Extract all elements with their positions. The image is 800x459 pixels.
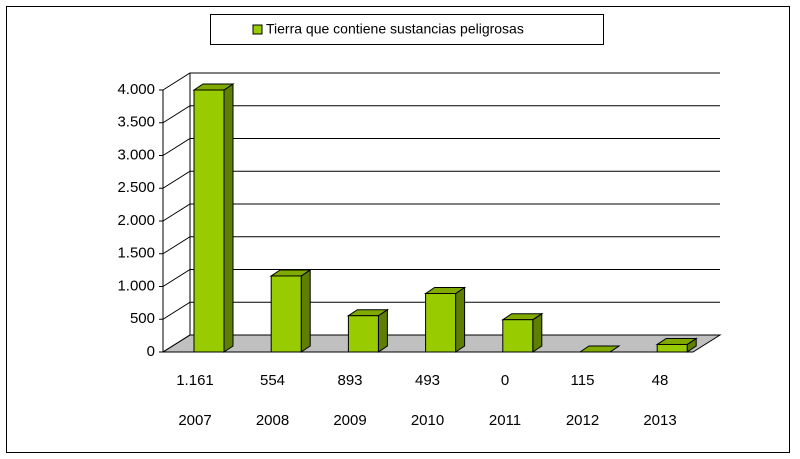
data-table-label: 0 — [501, 372, 509, 389]
grid-line — [162, 334, 720, 353]
bar-side — [455, 286, 466, 353]
y-tick-label: 0 — [147, 343, 155, 360]
bar-front — [193, 89, 225, 353]
legend-swatch — [252, 24, 263, 35]
grid-line — [162, 269, 720, 287]
bar-front — [502, 319, 534, 353]
bar-front — [425, 293, 457, 353]
bar — [269, 269, 312, 353]
x-tick-label: 2008 — [256, 412, 289, 429]
data-table-label: 48 — [652, 372, 669, 389]
x-tick-label: 2011 — [489, 412, 521, 429]
bar — [192, 83, 235, 353]
grid-line — [162, 203, 720, 222]
bar-front — [656, 343, 688, 353]
data-table-label: 493 — [415, 372, 440, 389]
bar-side — [223, 83, 234, 353]
y-tick-label: 1.500 — [117, 245, 155, 262]
data-table-label: 893 — [337, 372, 362, 389]
bar-top — [578, 345, 621, 353]
y-tick-label: 2.500 — [117, 179, 155, 196]
y-tick-label: 500 — [130, 310, 155, 327]
y-tick-label: 3.000 — [117, 146, 155, 163]
y-tick-label: 2.000 — [117, 212, 155, 229]
legend-label: Tierra que contiene sustancias peligrosa… — [266, 21, 524, 37]
data-table-label: 554 — [260, 372, 285, 389]
bar-side — [377, 308, 388, 353]
bar-front — [270, 275, 302, 353]
bar — [346, 308, 390, 353]
chart-frame — [6, 6, 790, 453]
grid-line — [162, 105, 720, 124]
y-tick-label: 1.000 — [117, 277, 155, 294]
grid-line — [162, 138, 720, 156]
bar — [501, 312, 544, 353]
bar — [655, 337, 698, 353]
data-table-label: 1.161 — [176, 372, 214, 389]
x-tick-label: 2007 — [178, 412, 211, 429]
bar-front — [347, 315, 379, 353]
x-tick-label: 2009 — [333, 412, 366, 429]
bar-side — [532, 312, 543, 353]
x-tick-label: 2013 — [643, 412, 676, 429]
x-tick-label: 2010 — [411, 412, 444, 429]
y-tick-label: 4.000 — [117, 81, 155, 98]
bar-side — [300, 269, 311, 353]
data-table-label: 115 — [571, 372, 595, 389]
x-tick-label: 2012 — [566, 412, 599, 429]
bar — [578, 345, 621, 353]
grid-line — [162, 72, 720, 91]
legend-box — [210, 14, 604, 45]
grid-line — [162, 170, 720, 189]
grid-line — [162, 301, 720, 320]
bar — [423, 286, 467, 353]
grid-line — [162, 236, 720, 255]
y-tick-label: 3.500 — [117, 114, 155, 131]
